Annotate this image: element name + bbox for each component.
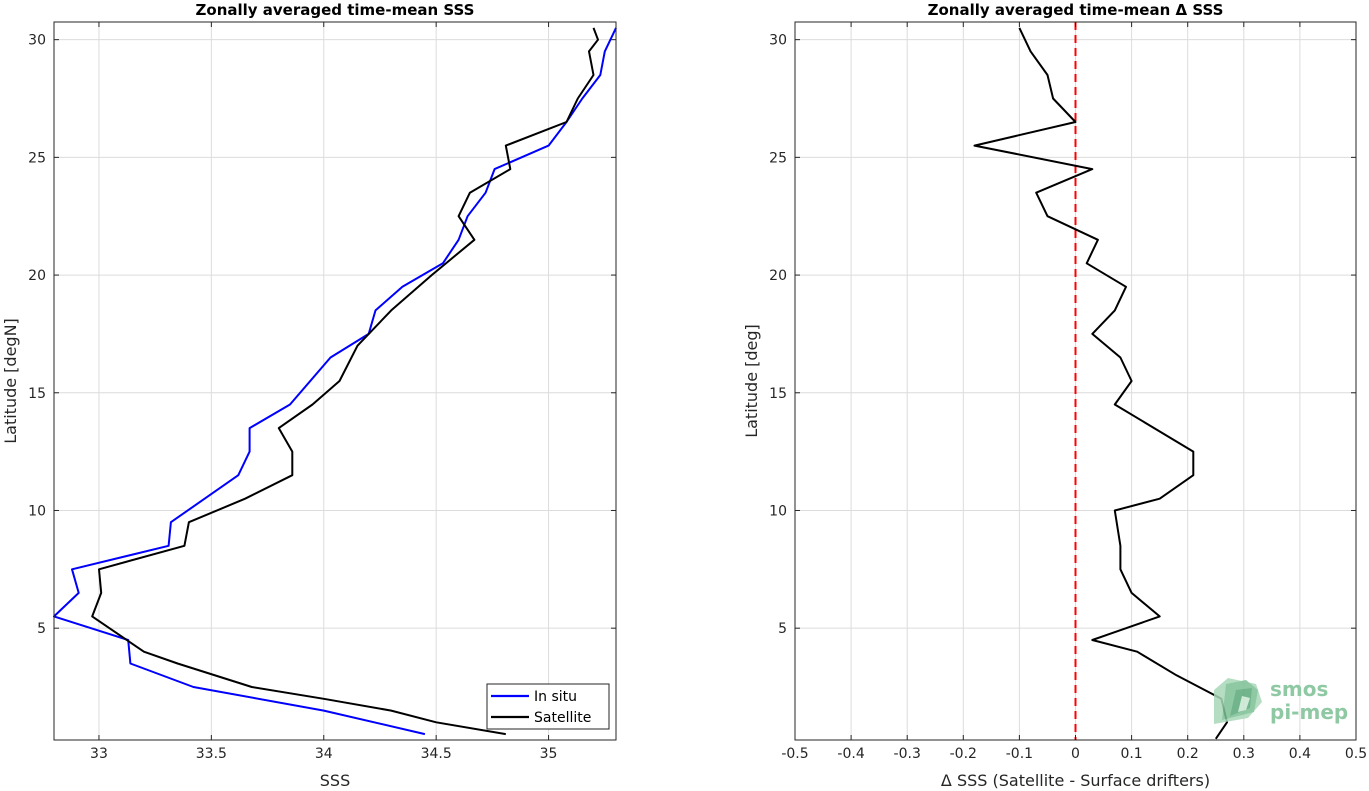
sss-y-tick-label: 10 (28, 503, 46, 519)
sss-x-tick-label: 34.5 (421, 746, 452, 762)
legend-label-in-situ: In situ (534, 689, 577, 705)
legend-label-satellite: Satellite (534, 710, 591, 726)
sss-y-tick-label: 15 (28, 386, 46, 402)
sss-x-tick-label: 35 (540, 746, 558, 762)
sss-chart-title: Zonally averaged time-mean SSS (196, 1, 475, 19)
delta-sss-y-tick-label: 5 (778, 621, 787, 637)
sss-series-in-situ (53, 27, 617, 736)
sss-plot-area (54, 22, 616, 740)
smos-pi-mep-logo: smos pi-mep (1214, 677, 1348, 724)
legend: In situ Satellite (486, 683, 610, 730)
delta-sss-x-tick-label: 0.4 (1289, 746, 1311, 762)
sss-x-tick-label: 33 (90, 746, 108, 762)
delta-sss-x-tick-label: 0 (1071, 746, 1080, 762)
delta-sss-y-tick-label: 10 (769, 503, 787, 519)
legend-box (486, 683, 610, 730)
delta-sss-y-tick-label: 30 (769, 33, 787, 49)
sss-ticks: 33 33.5 34 34.5 35 5 10 15 20 25 30 (28, 22, 616, 762)
delta-sss-x-tick-label: 0.3 (1233, 746, 1255, 762)
sss-x-tick-label: 33.5 (196, 746, 227, 762)
delta-sss-y-tick-label: 25 (769, 150, 787, 166)
sss-y-tick-label: 25 (28, 150, 46, 166)
delta-sss-x-tick-label: -0.5 (781, 746, 808, 762)
delta-sss-series-group (973, 27, 1228, 740)
sss-panel: 33 33.5 34 34.5 35 5 10 15 20 25 30 Zonally averag… (1, 1, 617, 790)
delta-sss-ticks: -0.5 -0.4 -0.3 -0.2 -0.1 0 0.1 0.2 0.3 0.4 0.5 5 10 1… (769, 22, 1367, 762)
delta-sss-x-tick-label: -0.3 (894, 746, 921, 762)
sss-y-axis-label: Latitude [degN] (1, 318, 20, 444)
delta-sss-y-tick-label: 15 (769, 386, 787, 402)
sss-series-satellite (91, 27, 599, 736)
sss-series-group (53, 27, 617, 736)
sss-axes-box (53, 21, 617, 741)
delta-sss-series-line-0 (973, 27, 1228, 740)
logo-text-pi-mep: pi-mep (1270, 700, 1348, 724)
logo-mark-icon (1214, 678, 1262, 724)
delta-sss-y-tick-label: 20 (769, 268, 787, 284)
delta-sss-x-axis-label: Δ SSS (Satellite - Surface drifters) (941, 771, 1210, 790)
delta-sss-x-tick-label: 0.2 (1177, 746, 1199, 762)
sss-y-tick-label: 30 (28, 33, 46, 49)
sss-y-tick-label: 20 (28, 268, 46, 284)
delta-sss-x-tick-label: -0.4 (837, 746, 864, 762)
delta-sss-panel: -0.5 -0.4 -0.3 -0.2 -0.1 0 0.1 0.2 0.3 0.4 0.5 5 10 1… (742, 1, 1367, 790)
delta-sss-x-tick-label: -0.1 (1006, 746, 1033, 762)
sss-x-axis-label: SSS (320, 771, 350, 790)
delta-sss-y-axis-label: Latitude [deg] (742, 324, 761, 438)
sss-y-tick-label: 5 (37, 621, 46, 637)
delta-sss-x-tick-label: 0.1 (1120, 746, 1142, 762)
sss-x-tick-label: 34 (315, 746, 333, 762)
delta-sss-x-tick-label: 0.5 (1345, 746, 1367, 762)
delta-sss-x-tick-label: -0.2 (950, 746, 977, 762)
logo-text-smos: smos (1270, 677, 1328, 701)
delta-sss-chart-title: Zonally averaged time-mean Δ SSS (928, 1, 1224, 19)
